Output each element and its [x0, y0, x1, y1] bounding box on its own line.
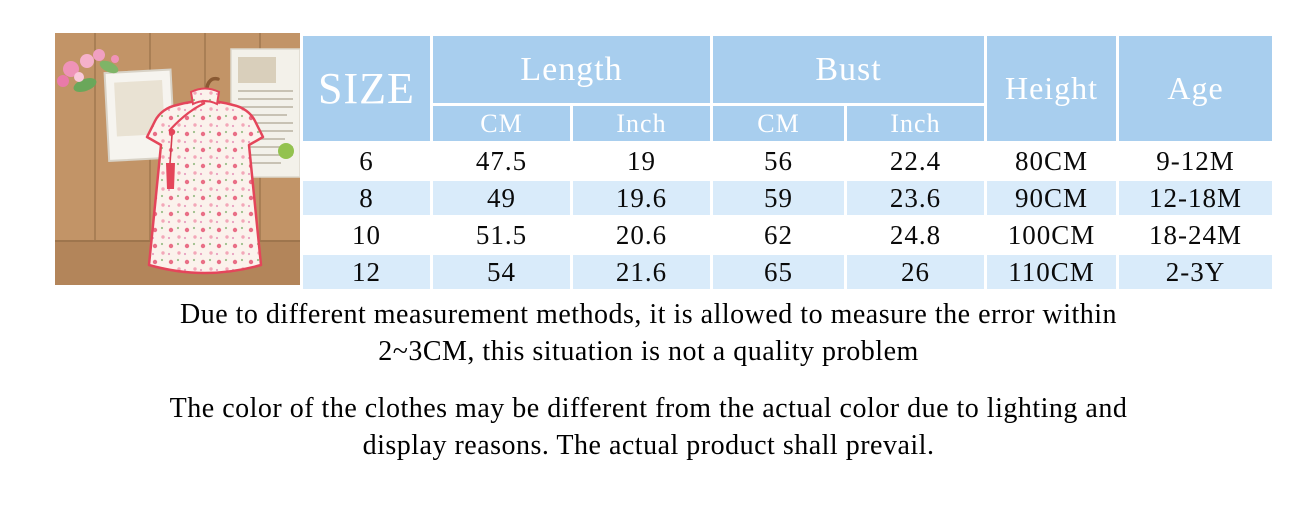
- bust-cm-value: 62: [710, 215, 847, 255]
- subheader-bust-inch: Inch: [844, 103, 987, 144]
- bust-inch-value: 26: [844, 252, 987, 292]
- header-age: Age: [1116, 33, 1275, 144]
- measurement-note: Due to different measurement methods, it…: [0, 296, 1297, 370]
- bust-cm-value: 65: [710, 252, 847, 292]
- color-note-line2: display reasons. The actual product shal…: [362, 430, 935, 461]
- tassel-cord: [169, 134, 173, 164]
- length-cm-value: 47.5: [430, 141, 573, 181]
- dress-body: [145, 99, 265, 275]
- height-value: 80CM: [984, 141, 1119, 181]
- height-value: 90CM: [984, 178, 1119, 218]
- table-subheader-row: CM Inch CM Inch: [302, 103, 1274, 144]
- size-chart-table: SIZE Length Bust Height Age CM Inch CM I…: [300, 33, 1275, 292]
- bust-inch-value: 24.8: [844, 215, 987, 255]
- age-value: 12-18M: [1116, 178, 1275, 218]
- length-cm-value: 51.5: [430, 215, 573, 255]
- length-cm-value: 54: [430, 252, 573, 292]
- dress-placket: [168, 101, 206, 132]
- subheader-bust-cm: CM: [710, 103, 847, 144]
- measurement-note-line2: 2~3CM, this situation is not a quality p…: [378, 336, 919, 367]
- table-row: 10 51.5 20.6 62 24.8 100CM 18-24M: [300, 215, 1275, 255]
- size-value: 12: [300, 252, 433, 292]
- length-inch-value: 19: [570, 141, 713, 181]
- color-note: The color of the clothes may be differen…: [0, 390, 1297, 464]
- subheader-length-inch: Inch: [570, 103, 713, 144]
- dress: [145, 87, 265, 275]
- tassel: [166, 163, 175, 189]
- frog-button: [168, 128, 176, 136]
- bust-inch-value: 23.6: [844, 178, 987, 218]
- color-note-line1: The color of the clothes may be differen…: [169, 393, 1128, 424]
- header-bust: Bust: [710, 33, 987, 106]
- header-length: Length: [430, 33, 713, 106]
- height-value: 100CM: [984, 215, 1119, 255]
- length-inch-value: 19.6: [570, 178, 713, 218]
- bust-cm-value: 59: [710, 178, 847, 218]
- subheader-length-cm: CM: [430, 103, 573, 144]
- flowers: [57, 49, 119, 92]
- green-fruit: [278, 143, 294, 159]
- table-header-row: SIZE Length Bust Height Age: [300, 33, 1275, 144]
- measurement-note-line1: Due to different measurement methods, it…: [179, 299, 1118, 330]
- table-row: 6 47.5 19 56 22.4 80CM 9-12M: [300, 141, 1275, 181]
- bust-inch-value: 22.4: [844, 141, 987, 181]
- header-height: Height: [984, 33, 1119, 144]
- age-value: 18-24M: [1116, 215, 1275, 255]
- height-value: 110CM: [984, 252, 1119, 292]
- table-row: 8 49 19.6 59 23.6 90CM 12-18M: [300, 178, 1275, 218]
- product-photo: [55, 33, 300, 285]
- size-value: 6: [300, 141, 433, 181]
- length-cm-value: 49: [430, 178, 573, 218]
- age-value: 9-12M: [1116, 141, 1275, 181]
- bust-cm-value: 56: [710, 141, 847, 181]
- table-row: 12 54 21.6 65 26 110CM 2-3Y: [300, 252, 1275, 292]
- length-inch-value: 20.6: [570, 215, 713, 255]
- length-inch-value: 21.6: [570, 252, 713, 292]
- header-size: SIZE: [300, 33, 433, 144]
- age-value: 2-3Y: [1116, 252, 1275, 292]
- dress-collar: [189, 87, 221, 106]
- size-value: 8: [300, 178, 433, 218]
- size-value: 10: [300, 215, 433, 255]
